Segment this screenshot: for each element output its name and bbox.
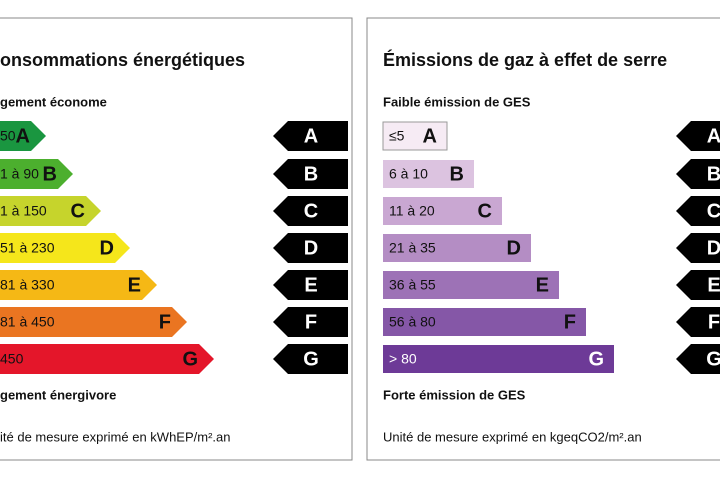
scale-arrow (676, 233, 720, 263)
scale-arrow (676, 307, 720, 337)
scale-arrow (273, 344, 348, 374)
class-letter: F (564, 311, 576, 333)
class-letter: A (16, 125, 30, 147)
class-bar (0, 344, 214, 374)
scale-letter: F (305, 311, 317, 333)
scale-arrow (676, 270, 720, 300)
scale-arrow (273, 307, 348, 337)
class-range: ≤5 (389, 128, 405, 144)
unit-label: Unité de mesure exprimé en kgeqCO2/m².an (383, 429, 642, 444)
class-range: 36 à 55 (389, 277, 436, 293)
class-letter: D (100, 237, 114, 259)
class-range: 81 à 330 (0, 277, 55, 293)
class-letter: F (159, 311, 171, 333)
class-bar (383, 308, 586, 336)
scale-letter: D (707, 237, 720, 259)
class-bar (0, 121, 46, 151)
class-bar (0, 307, 187, 337)
unit-label: ité de mesure exprimé en kWhEP/m².an (0, 429, 230, 444)
class-range: 11 à 20 (389, 203, 435, 219)
scale-arrow (676, 121, 720, 151)
class-bar (383, 160, 474, 188)
class-letter: C (478, 200, 492, 222)
class-letter: A (423, 125, 437, 147)
scale-arrow (676, 344, 720, 374)
class-letter: B (450, 163, 464, 185)
scale-letter: B (707, 163, 720, 185)
scale-letter: C (707, 200, 720, 222)
class-bar (382, 121, 448, 151)
class-range: 21 à 35 (389, 240, 436, 256)
class-range: 6 à 10 (389, 166, 428, 182)
scale-arrow (273, 270, 348, 300)
panel-title: onsommations énergétiques (0, 50, 245, 70)
class-range: 1 à 90 (0, 166, 39, 182)
top-label: Faible émission de GES (383, 94, 531, 109)
class-bar (383, 234, 531, 262)
class-range: 81 à 450 (0, 314, 55, 330)
scale-letter: G (303, 348, 319, 370)
class-bar (383, 197, 502, 225)
scale-arrow (273, 121, 348, 151)
class-bar (0, 196, 101, 226)
class-range: 450 (0, 351, 24, 367)
class-bar (0, 233, 130, 263)
class-bar (383, 345, 614, 373)
class-letter: D (507, 237, 521, 259)
class-letter: B (43, 163, 57, 185)
class-letter: G (588, 348, 604, 370)
top-label: gement économe (0, 94, 107, 109)
scale-arrow (273, 196, 348, 226)
scale-letter: B (304, 163, 318, 185)
class-range: 50 (0, 128, 16, 144)
class-letter: C (71, 200, 85, 222)
class-bar (0, 159, 73, 189)
class-letter: G (182, 348, 198, 370)
scale-arrow (676, 196, 720, 226)
scale-letter: A (707, 125, 720, 147)
scale-arrow (676, 159, 720, 189)
class-bar (0, 270, 157, 300)
bottom-label: gement énergivore (0, 387, 116, 402)
scale-letter: E (707, 274, 720, 296)
scale-letter: C (304, 200, 318, 222)
scale-letter: G (706, 348, 720, 370)
scale-arrow (273, 233, 348, 263)
scale-letter: F (708, 311, 720, 333)
class-range: 51 à 230 (0, 240, 55, 256)
panel-title: Émissions de gaz à effet de serre (383, 49, 667, 70)
scale-letter: A (304, 125, 318, 147)
scale-letter: E (304, 274, 317, 296)
class-letter: E (536, 274, 549, 296)
class-range: 1 à 150 (0, 203, 47, 219)
scale-letter: D (304, 237, 318, 259)
class-range: > 80 (389, 351, 417, 367)
class-bar (383, 271, 559, 299)
class-letter: E (128, 274, 141, 296)
class-range: 56 à 80 (389, 314, 436, 330)
bottom-label: Forte émission de GES (383, 387, 526, 402)
scale-arrow (273, 159, 348, 189)
